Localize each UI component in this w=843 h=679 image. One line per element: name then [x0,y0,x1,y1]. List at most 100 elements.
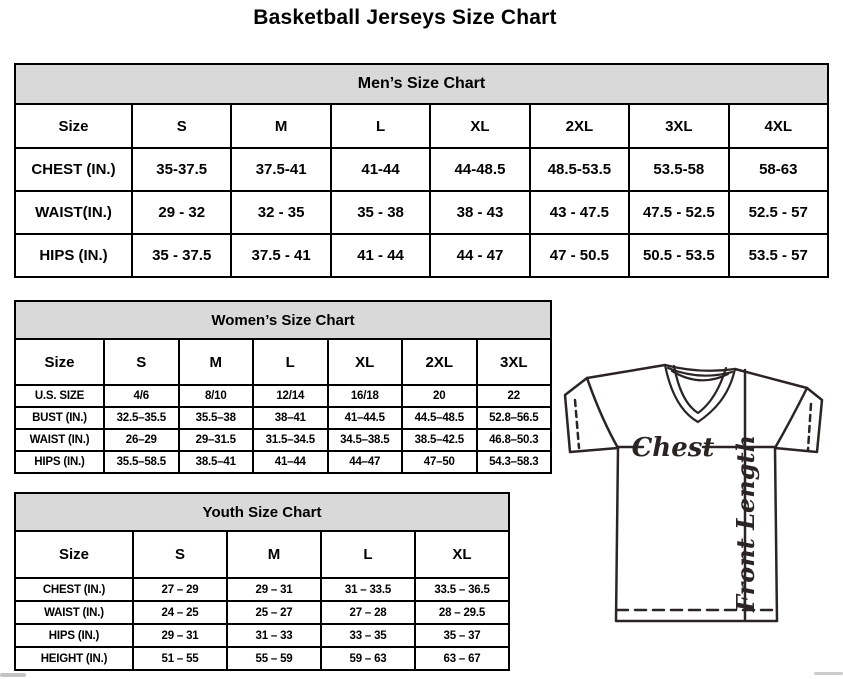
womens-size-chart-table: Women’s Size Chart Size S M L XL 2XL 3XL U.S. SI… [14,300,552,474]
value-cell: 53.5-58 [628,147,730,192]
sleeve-cuff-dashes-left [573,398,581,450]
header-cell: 2XL [528,103,631,149]
table-row: WAIST(IN.) 29 - 32 32 - 35 35 - 38 38 - 43 43… [14,190,830,235]
table-row: HIPS (IN.) 35.5–58.5 38.5–41 41–44 44–47 47–5… [14,450,552,474]
value-cell: 31.5–34.5 [252,428,329,452]
value-cell: 63 – 67 [414,646,510,671]
value-cell: 27 – 28 [320,600,416,625]
value-cell: 38.5–42.5 [401,428,478,452]
header-cell: 3XL [628,103,730,149]
value-cell: 44 - 47 [429,233,531,278]
table-title: Men’s Size Chart [14,63,829,105]
header-cell: 2XL [401,338,478,386]
value-cell: 54.3–58.3 [475,450,552,474]
row-label-cell: WAIST(IN.) [14,190,133,235]
header-cell: L [252,338,329,386]
value-cell: 31 – 33 [226,623,322,648]
table-row: HIPS (IN.) 29 – 31 31 – 33 33 – 35 35 – 37 [14,623,510,648]
value-cell: 29 – 31 [132,623,228,648]
value-cell: 27 – 29 [132,577,228,602]
front-length-label: Front Length [731,435,760,613]
header-cell: 3XL [475,338,552,386]
value-cell: 35.5–38 [177,406,254,430]
header-cell: S [130,103,233,149]
table-row: BUST (IN.) 32.5–35.5 35.5–38 38–41 41–44.5 44… [14,406,552,430]
header-cell: Size [14,530,134,579]
header-cell: 4XL [727,103,830,149]
header-cell: M [230,103,332,149]
header-cell: M [177,338,254,386]
header-cell: XL [414,530,510,579]
horizontal-scrollbar-right[interactable] [814,672,843,675]
table-header-row: Size S M L XL 2XL 3XL [14,338,552,386]
value-cell: 25 – 27 [226,600,322,625]
header-cell: L [320,530,416,579]
table-row: CHEST (IN.) 35-37.5 37.5-41 41-44 44-48.5 48.… [14,147,830,192]
table-header-row: Size S M L XL [14,530,510,579]
value-cell: 4/6 [103,384,180,408]
value-cell: 41 - 44 [329,233,432,278]
header-cell: XL [326,338,403,386]
row-label-cell: HIPS (IN.) [14,623,134,648]
value-cell: 12/14 [252,384,329,408]
value-cell: 22 [475,384,552,408]
header-cell: Size [14,338,105,386]
header-cell: L [329,103,432,149]
value-cell: 37.5 - 41 [230,233,332,278]
chest-label: Chest [632,433,715,463]
horizontal-scrollbar-left[interactable] [0,673,26,677]
value-cell: 48.5-53.5 [528,147,631,192]
table-title: Women’s Size Chart [14,300,552,340]
value-cell: 41–44.5 [326,406,403,430]
youth-size-chart-table: Youth Size Chart Size S M L XL CHEST (IN.) 27 –… [14,492,510,671]
header-cell: Size [14,103,133,149]
collar [663,363,737,424]
row-label-cell: WAIST (IN.) [14,600,134,625]
value-cell: 44–47 [326,450,403,474]
value-cell: 31 – 33.5 [320,577,416,602]
value-cell: 32.5–35.5 [103,406,180,430]
value-cell: 28 – 29.5 [414,600,510,625]
value-cell: 38 - 43 [429,190,531,235]
value-cell: 35-37.5 [130,147,233,192]
table-row: WAIST (IN.) 24 – 25 25 – 27 27 – 28 28 – 29.… [14,600,510,625]
header-cell: M [226,530,322,579]
value-cell: 20 [401,384,478,408]
value-cell: 8/10 [177,384,254,408]
row-label-cell: CHEST (IN.) [14,577,134,602]
value-cell: 38.5–41 [177,450,254,474]
value-cell: 43 - 47.5 [528,190,631,235]
jersey-diagram: Chest Front Length [563,363,824,623]
value-cell: 44-48.5 [429,147,531,192]
row-label-cell: HIPS (IN.) [14,233,133,278]
row-label-cell: HEIGHT (IN.) [14,646,134,671]
left-shoulder-seam [585,376,620,450]
value-cell: 16/18 [326,384,403,408]
header-cell: XL [429,103,531,149]
value-cell: 37.5-41 [230,147,332,192]
value-cell: 29–31.5 [177,428,254,452]
value-cell: 24 – 25 [132,600,228,625]
value-cell: 47 - 50.5 [528,233,631,278]
jersey-outline [563,363,824,623]
sleeve-cuff-dashes-right [806,402,813,452]
row-label-cell: U.S. SIZE [14,384,105,408]
value-cell: 35 - 37.5 [130,233,233,278]
value-cell: 29 – 31 [226,577,322,602]
page-title: Basketball Jerseys Size Chart [253,6,557,29]
value-cell: 55 – 59 [226,646,322,671]
table-row: U.S. SIZE 4/6 8/10 12/14 16/18 20 22 [14,384,552,408]
row-label-cell: BUST (IN.) [14,406,105,430]
value-cell: 35 - 38 [329,190,432,235]
row-label-cell: CHEST (IN.) [14,147,133,192]
table-row: CHEST (IN.) 27 – 29 29 – 31 31 – 33.5 33.5 –… [14,577,510,602]
header-cell: S [103,338,180,386]
value-cell: 47.5 - 52.5 [628,190,730,235]
value-cell: 38–41 [252,406,329,430]
value-cell: 50.5 - 53.5 [628,233,730,278]
value-cell: 29 - 32 [130,190,233,235]
table-header-row: Size S M L XL 2XL 3XL 4XL [14,103,830,149]
value-cell: 59 – 63 [320,646,416,671]
table-row: HIPS (IN.) 35 - 37.5 37.5 - 41 41 - 44 44 - … [14,233,830,278]
value-cell: 44.5–48.5 [401,406,478,430]
